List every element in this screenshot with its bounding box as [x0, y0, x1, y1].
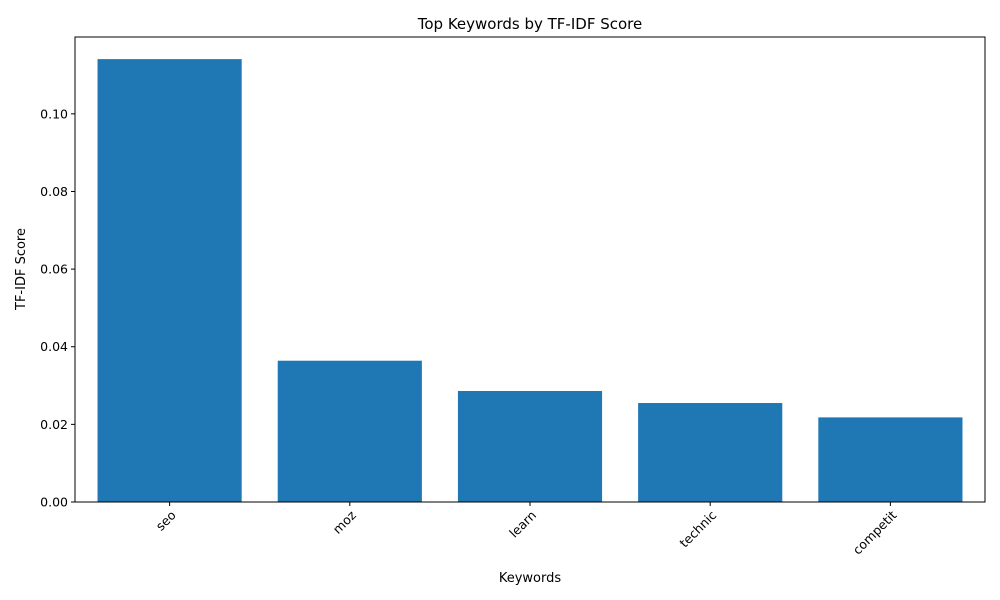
y-axis-label: TF-IDF Score: [14, 228, 29, 311]
x-axis: seo moz learn technic competit: [153, 502, 900, 557]
y-axis: 0.00 0.02 0.04 0.06 0.08 0.10: [40, 106, 75, 510]
y-tick-label: 0.10: [40, 106, 68, 121]
x-tick-label: learn: [506, 508, 539, 541]
bar-learn: [457, 390, 603, 502]
bar-moz: [277, 360, 422, 502]
bar-seo: [97, 59, 242, 502]
x-tick-label: seo: [153, 508, 179, 534]
x-tick-label: technic: [676, 507, 719, 550]
y-tick-label: 0.02: [40, 417, 68, 432]
x-axis-label: Keywords: [499, 571, 562, 586]
y-tick-label: 0.04: [40, 339, 68, 354]
bars-group: [97, 59, 963, 502]
y-tick-label: 0.06: [40, 262, 68, 277]
bar-competit: [818, 417, 963, 502]
bar-technic: [638, 403, 783, 502]
chart-title: Top Keywords by TF-IDF Score: [417, 15, 642, 33]
plot-frame: [74, 36, 986, 503]
y-tick-label: 0.08: [40, 184, 68, 199]
y-tick-label: 0.00: [40, 495, 68, 510]
x-tick-label: moz: [330, 507, 360, 537]
x-tick-label: competit: [850, 507, 900, 557]
